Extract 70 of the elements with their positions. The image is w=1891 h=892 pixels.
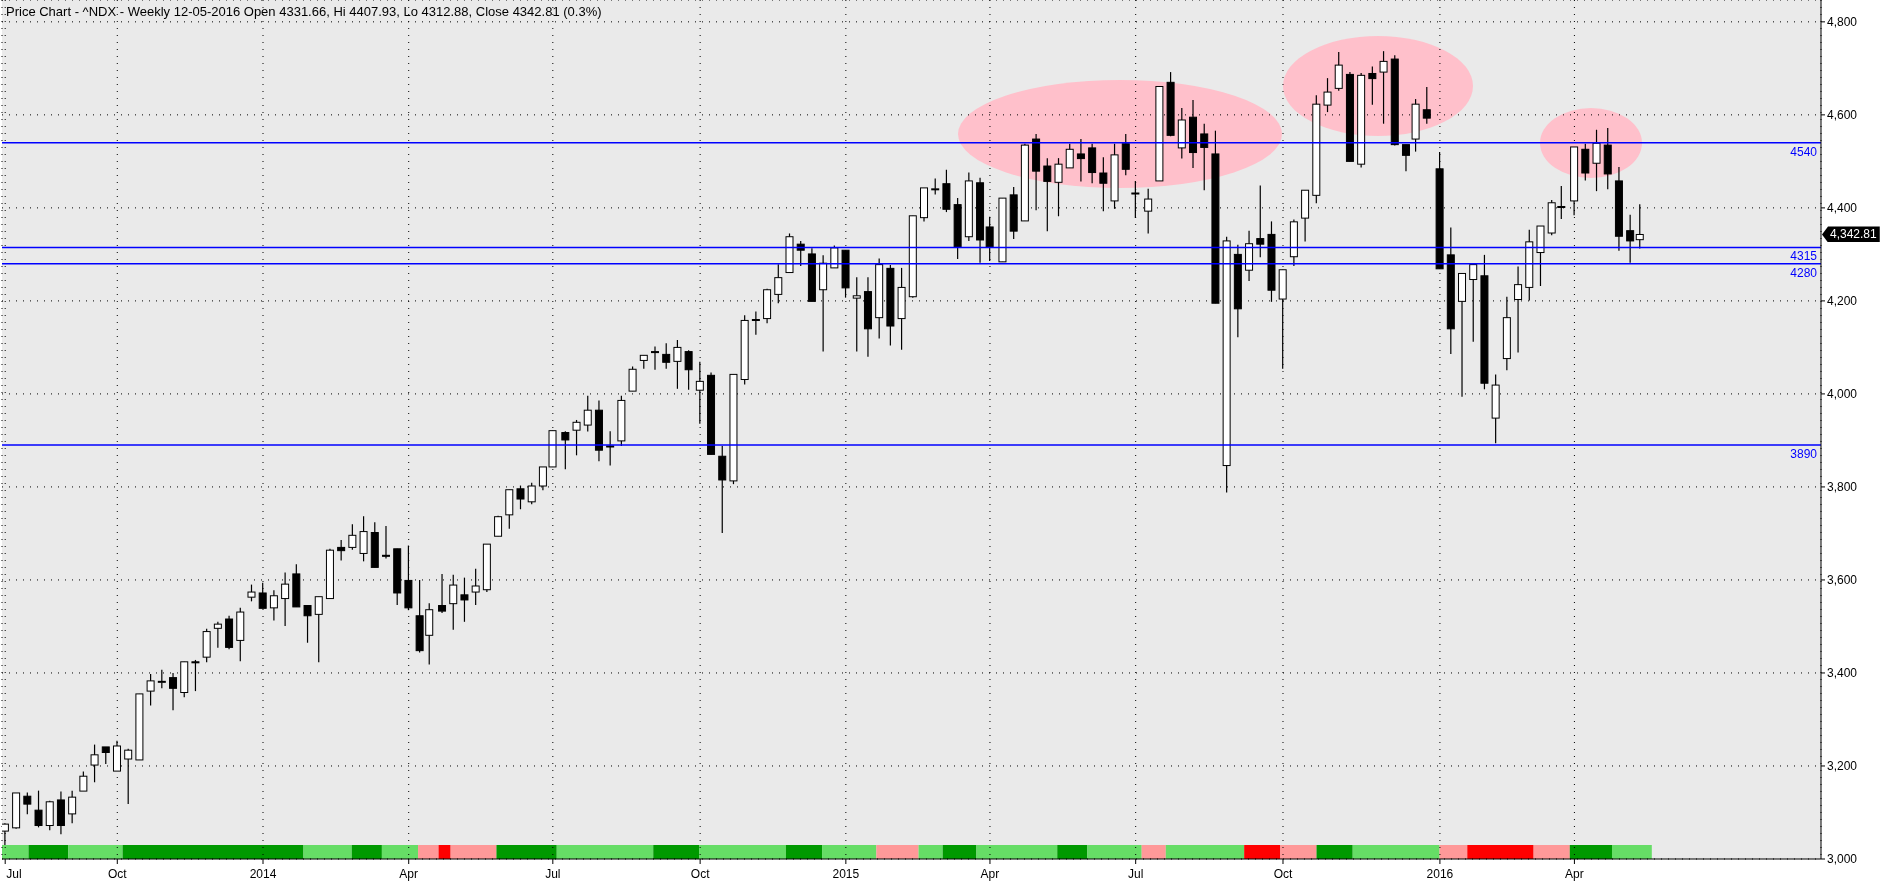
y-tick-label: 4,600 bbox=[1827, 108, 1858, 123]
y-tick-label: 4,400 bbox=[1827, 201, 1858, 216]
y-tick-label: 3,400 bbox=[1827, 666, 1858, 681]
candlestick bbox=[191, 659, 200, 692]
candlestick bbox=[79, 770, 88, 792]
x-tick-label: Jul bbox=[6, 867, 22, 881]
candlestick bbox=[460, 577, 469, 623]
candlestick bbox=[684, 349, 693, 391]
candlestick bbox=[830, 244, 839, 269]
x-tick-label: Oct bbox=[1273, 867, 1293, 881]
ref-line-label: 4315 bbox=[1790, 249, 1818, 264]
candlestick bbox=[471, 568, 480, 606]
x-tick-label: 2016 bbox=[1426, 867, 1454, 881]
x-tick-label: Apr bbox=[1565, 867, 1584, 881]
y-tick-label: 3,800 bbox=[1827, 480, 1858, 495]
candlestick bbox=[381, 525, 390, 560]
candlestick bbox=[23, 791, 32, 815]
candlestick bbox=[348, 523, 357, 551]
candlestick bbox=[606, 430, 615, 467]
candlestick bbox=[852, 276, 861, 353]
ref-line-label: 4280 bbox=[1790, 265, 1818, 280]
candlestick bbox=[651, 345, 659, 371]
candlestick bbox=[1581, 143, 1590, 182]
candlestick bbox=[1076, 138, 1085, 182]
x-tick-label: Jul bbox=[1128, 867, 1144, 881]
candlestick bbox=[1626, 214, 1635, 264]
y-tick-label: 4,000 bbox=[1827, 387, 1858, 402]
y-tick-label: 3,000 bbox=[1827, 852, 1858, 867]
x-tick-label: Oct bbox=[690, 867, 711, 881]
candlestick bbox=[146, 673, 155, 707]
candlestick bbox=[751, 311, 760, 336]
candlestick bbox=[34, 790, 43, 828]
y-tick-label: 4,200 bbox=[1827, 294, 1858, 309]
candlestick bbox=[68, 790, 77, 824]
ref-line-label: 3890 bbox=[1790, 447, 1818, 462]
y-tick-label: 3,200 bbox=[1827, 759, 1858, 774]
y-tick-label: 3,600 bbox=[1827, 573, 1858, 588]
candlestick bbox=[1401, 144, 1410, 172]
candlestick bbox=[1200, 123, 1209, 191]
candlestick bbox=[516, 484, 525, 510]
candlestick bbox=[1334, 51, 1343, 92]
candlestick bbox=[1323, 77, 1332, 113]
x-tick-label: Apr bbox=[980, 867, 1000, 881]
candlestick bbox=[662, 342, 671, 370]
text: 4,342.81 bbox=[1822, 226, 1880, 243]
candlestick bbox=[269, 589, 278, 622]
candlestick bbox=[449, 574, 458, 631]
x-tick-label: Oct bbox=[107, 867, 128, 881]
candlestick bbox=[572, 419, 581, 456]
candlestick bbox=[673, 339, 682, 390]
candlestick bbox=[303, 604, 312, 644]
candlestick bbox=[314, 596, 323, 663]
candlestick bbox=[213, 621, 222, 649]
candlestick bbox=[561, 430, 570, 470]
candlestick bbox=[1592, 129, 1601, 192]
y-tick-label: 4,800 bbox=[1827, 15, 1858, 30]
candlestick bbox=[337, 539, 346, 562]
candlestick bbox=[45, 800, 54, 831]
candlestick bbox=[1065, 143, 1074, 169]
x-tick-label: 2014 bbox=[249, 867, 277, 881]
ref-line-label: 4540 bbox=[1790, 144, 1818, 159]
x-tick-label: 2015 bbox=[832, 867, 860, 881]
x-tick-label: Jul bbox=[545, 867, 561, 881]
candlestick bbox=[1368, 65, 1377, 106]
x-tick-label: Apr bbox=[399, 867, 419, 881]
candlestick bbox=[124, 748, 133, 805]
chart-title: Price Chart - ^NDX - Weekly 12-05-2016 Open 4331.66, Hi 4407.93, Lo 4312.88, Close 4342.81 (0.3%) bbox=[6, 4, 602, 19]
candlestick bbox=[1422, 86, 1431, 125]
candlestick bbox=[583, 395, 592, 433]
candlestick bbox=[359, 515, 368, 562]
